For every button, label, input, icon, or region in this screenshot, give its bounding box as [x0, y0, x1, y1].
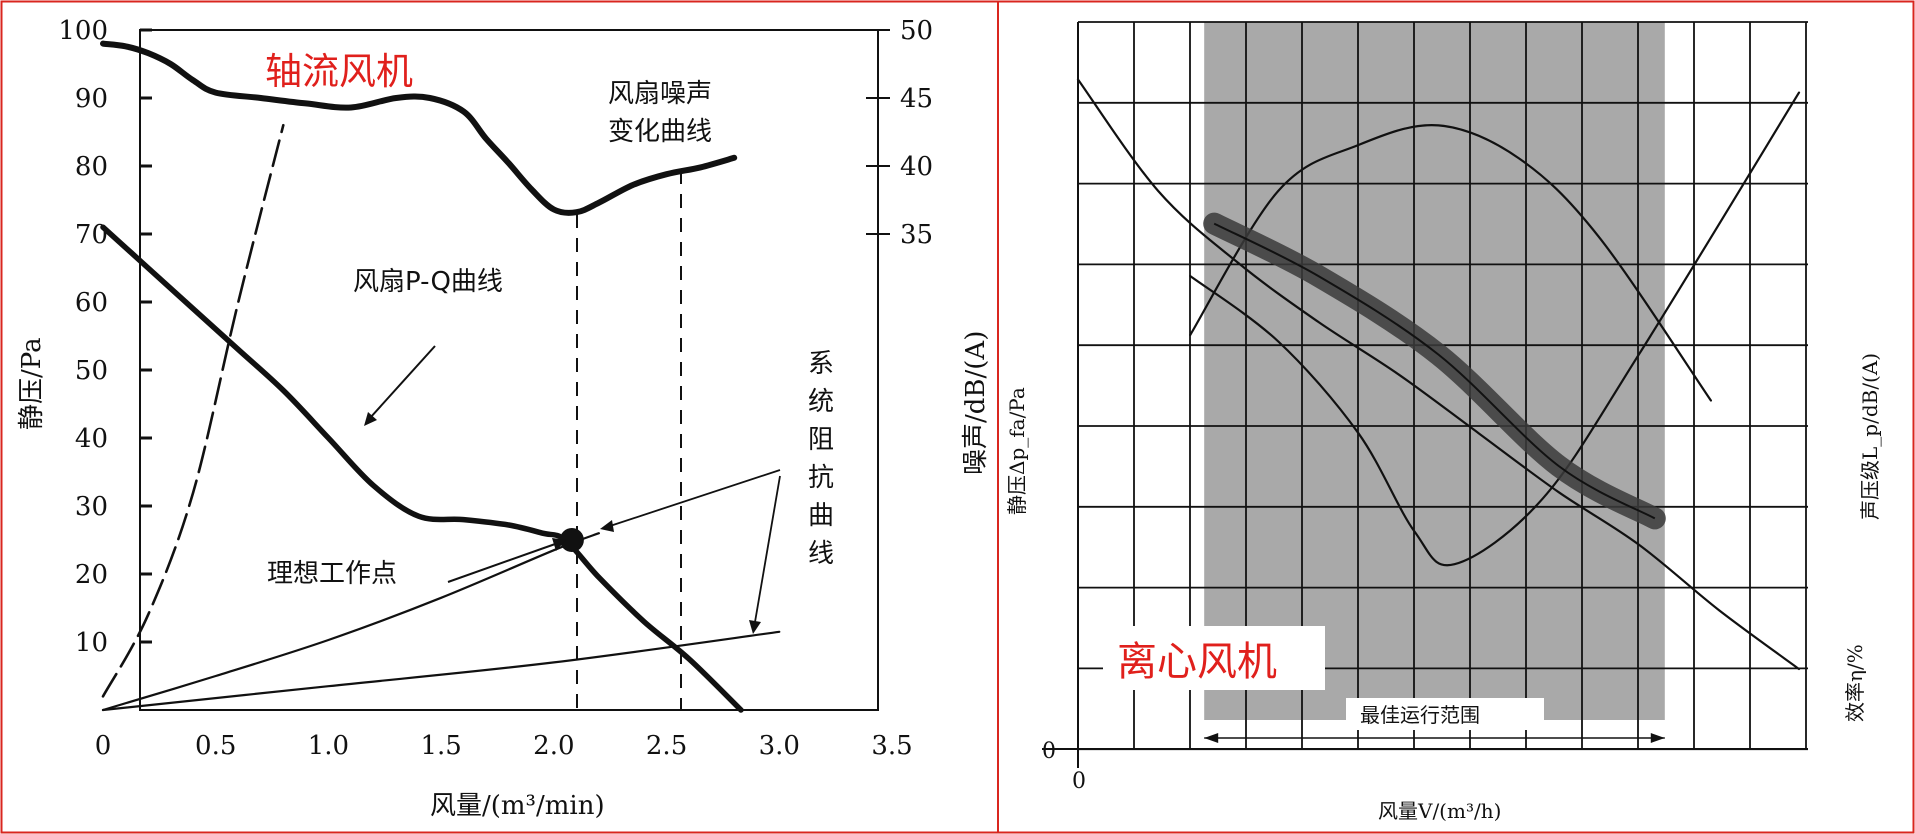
efficiency-curve: [1189, 124, 1712, 402]
resistance-label-char: 阻: [808, 425, 834, 455]
resistance-arrowhead-1: [600, 520, 614, 532]
centrifugal-y-axis-label: 静压Δp_fa/Pa: [1005, 387, 1029, 515]
axial-y-tick-label: 30: [75, 492, 108, 522]
resistance-label-char: 系: [808, 349, 834, 379]
static-pressure-curve: [1076, 78, 1801, 671]
pq-curve-label: 风扇P-Q曲线: [353, 267, 503, 297]
axial-y2-tick-label: 45: [900, 84, 933, 114]
axial-x-tick-label: 3.5: [871, 731, 912, 761]
axial-fan-chart: 0 0.5 1.0 1.5 2.0 2.5 3.0 3.5 10203040506070809…: [17, 16, 991, 821]
axial-y-tick-label: 40: [75, 424, 108, 454]
centrifugal-title: 离心风机: [1117, 639, 1277, 685]
axial-series-group: [100, 40, 781, 713]
axial-y2-axis-label: 噪声/dB/(A): [961, 331, 991, 475]
resistance-curve-label: 系 统 阻 抗 曲 线: [808, 349, 834, 569]
axial-y-tick-label: 60: [75, 288, 108, 318]
axial-y-tick-label: 10: [75, 628, 108, 658]
centrifugal-series-group: [1076, 78, 1801, 671]
operating-point-label: 理想工作点: [267, 559, 397, 589]
centrifugal-fan-chart: 离心风机 最佳运行范围 0 0 风量V/(m³/h) 静压Δp_fa/Pa 声压…: [1005, 21, 1882, 823]
axial-y-tick-label: 100: [58, 16, 108, 46]
axial-x-axis-label: 风量/(m³/min): [430, 791, 605, 821]
operating-point-arrowhead: [552, 538, 566, 551]
best-range-label-box: [1346, 698, 1544, 730]
centrifugal-y-origin: 0: [1042, 739, 1056, 764]
noise-curve: [100, 40, 738, 216]
best-range-right-arrowhead: [1650, 733, 1665, 743]
noise-curve-label-line1: 风扇噪声: [608, 79, 712, 109]
best-operating-centerline: [1213, 222, 1656, 520]
best-range-left-arrowhead: [1204, 733, 1219, 743]
axial-x-tick-label: 2.5: [646, 731, 687, 761]
axial-y2-tick-labels: 35 40 45 50: [866, 16, 933, 250]
axial-x-tick-label: 0.5: [195, 731, 236, 761]
best-range-shading: [1204, 22, 1665, 720]
axial-y-axis-label: 静压/Pa: [17, 337, 47, 430]
centrifugal-y3-axis-label: 效率η/%: [1843, 644, 1867, 722]
centrifugal-annotations: 离心风机 最佳运行范围 0 0 风量V/(m³/h) 静压Δp_fa/Pa 声压…: [1005, 353, 1882, 823]
resistance-arrow-2: [754, 475, 781, 623]
axial-x-tick-label: 1.0: [308, 731, 349, 761]
axial-y2-tick-label: 40: [900, 152, 933, 182]
axial-annotations: 轴流风机 风扇噪声 变化曲线 风扇P-Q曲线 理想工作点 系 统 阻 抗 曲 线…: [17, 50, 991, 821]
resistance-arrowhead-2: [749, 620, 761, 634]
axial-y-tick-label: 20: [75, 560, 108, 590]
centrifugal-x-origin: 0: [1072, 769, 1086, 794]
axial-x-tick-label: 0: [95, 731, 112, 761]
resistance-arrow-1: [609, 469, 781, 527]
centrifugal-title-box: [1103, 626, 1325, 690]
best-range-label: 最佳运行范围: [1360, 703, 1480, 727]
axial-y2-tick-label: 35: [900, 220, 933, 250]
axial-x-tick-labels: 0 0.5 1.0 1.5 2.0 2.5 3.0 3.5: [95, 731, 913, 761]
axial-plot-frame: [139, 29, 879, 711]
resistance-label-char: 抗: [808, 463, 834, 493]
resistance-curve-steep: [101, 123, 285, 698]
pq-curve: [100, 224, 744, 713]
axial-y-tick-label: 90: [75, 84, 108, 114]
centrifugal-x-axis-label: 风量V/(m³/h): [1378, 799, 1501, 823]
axial-y2-tick-label: 50: [900, 16, 933, 46]
resistance-label-char: 统: [808, 387, 834, 417]
sound-level-curve: [1189, 91, 1801, 567]
resistance-label-char: 线: [808, 539, 834, 569]
resistance-curve-middle: [101, 532, 600, 712]
axial-title: 轴流风机: [265, 50, 413, 93]
operating-point-arrow: [447, 542, 559, 583]
resistance-curve-flat: [101, 630, 781, 712]
axial-x-tick-label: 1.5: [420, 731, 461, 761]
centrifugal-y2-axis-label: 声压级L_p/dB/(A): [1858, 353, 1882, 520]
noise-curve-label-line2: 变化曲线: [608, 117, 712, 147]
pq-curve-arrowhead: [364, 412, 377, 426]
axial-y-tick-label: 80: [75, 152, 108, 182]
axial-y-tick-label: 50: [75, 356, 108, 386]
pq-curve-arrow: [369, 345, 436, 419]
axial-x-tick-label: 3.0: [759, 731, 800, 761]
axial-x-tick-label: 2.0: [533, 731, 574, 761]
resistance-label-char: 曲: [808, 501, 834, 531]
